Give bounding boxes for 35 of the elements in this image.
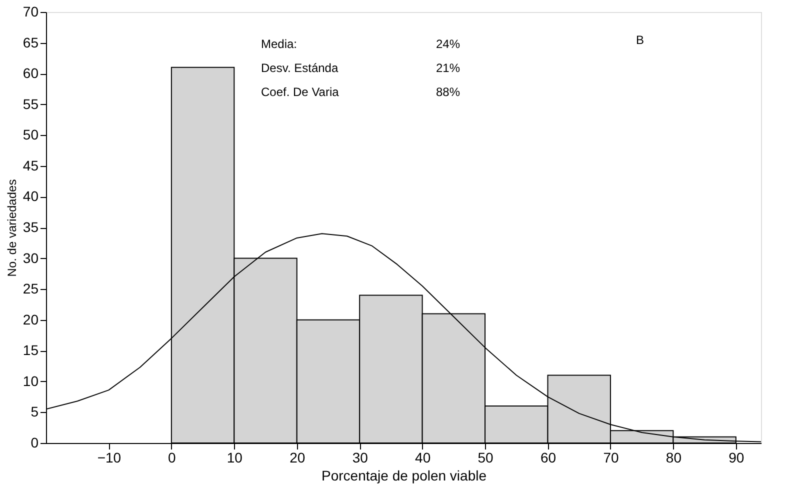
- y-tick-label: 45: [22, 157, 39, 174]
- x-tick-label: 20: [290, 450, 306, 466]
- y-tick-label: 35: [22, 219, 39, 235]
- annotation: Coef. De Varia: [261, 85, 340, 99]
- x-tick-label: 60: [540, 450, 556, 466]
- x-tick-label: 70: [603, 450, 619, 466]
- y-tick-label: 25: [22, 280, 39, 297]
- y-tick-label: 40: [22, 188, 39, 204]
- y-tick-label: 15: [22, 342, 39, 358]
- annotation: 24%: [436, 37, 460, 51]
- y-tick-label: 70: [22, 4, 39, 20]
- x-tick-label: 80: [666, 450, 682, 466]
- y-tick-label: 20: [22, 311, 39, 328]
- annotation: B: [636, 33, 644, 47]
- annotation: 88%: [436, 85, 460, 99]
- y-tick-label: 60: [22, 65, 39, 82]
- x-axis-title: Porcentaje de polen viable: [321, 468, 487, 484]
- annotation: 21%: [436, 61, 460, 75]
- x-tick-label: 10: [226, 450, 243, 466]
- y-tick-label: 65: [22, 34, 39, 50]
- y-axis-title: No. de variedades: [4, 179, 19, 277]
- x-tick-label: 40: [415, 450, 431, 466]
- y-tick-label: 30: [22, 250, 39, 266]
- annotation: Media:: [261, 37, 298, 51]
- x-tick-label: 30: [352, 450, 368, 466]
- y-tick-label: 50: [22, 126, 39, 143]
- x-tick-label: 0: [168, 450, 176, 466]
- y-tick-label: 10: [22, 372, 39, 389]
- x-tick-label: −10: [97, 450, 122, 466]
- x-tick-label: 50: [478, 450, 494, 466]
- y-tick-label: 55: [22, 96, 39, 112]
- x-tick-label: 90: [728, 450, 744, 466]
- y-tick-label: 5: [30, 404, 39, 420]
- annotation: Desv. Estánda: [261, 61, 338, 75]
- y-tick-label: 0: [30, 434, 39, 450]
